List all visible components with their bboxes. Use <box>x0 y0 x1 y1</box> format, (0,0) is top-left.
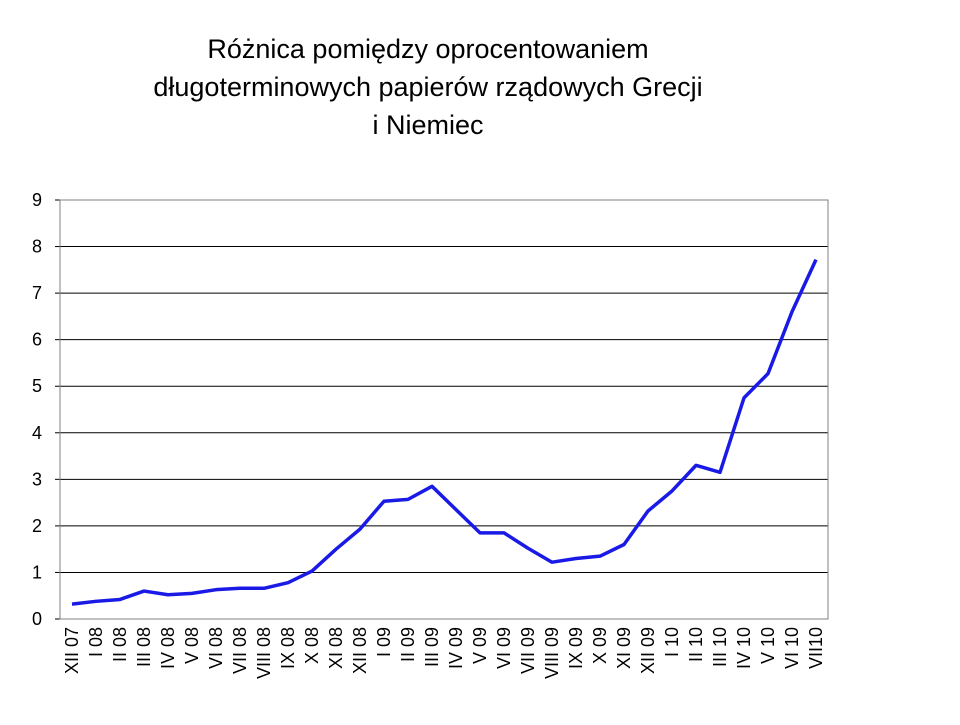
y-tick-label: 6 <box>32 330 42 350</box>
x-tick-label: X 08 <box>302 627 322 664</box>
x-tick-label: II 08 <box>110 627 130 662</box>
chart-title: Różnica pomiędzy oprocentowaniem <box>207 34 648 64</box>
y-tick-label: 3 <box>32 469 42 489</box>
plot-area <box>59 199 829 620</box>
x-tick-label: XII 09 <box>638 627 658 674</box>
x-tick-label: XI 09 <box>614 627 634 669</box>
x-tick-label: XII 08 <box>350 627 370 674</box>
x-tick-label: IX 09 <box>566 627 586 669</box>
x-tick-label: XI 08 <box>326 627 346 669</box>
x-tick-label: VII 09 <box>518 627 538 674</box>
y-tick-label: 1 <box>32 562 42 582</box>
y-tick-label: 5 <box>32 376 42 396</box>
line <box>71 258 818 606</box>
x-tick-label: XII 07 <box>62 627 82 674</box>
x-tick-label: IV 10 <box>734 627 754 669</box>
x-tick-label: X 09 <box>590 627 610 664</box>
x-tick-label: VI 09 <box>494 627 514 669</box>
x-tick-label: VI 10 <box>782 627 802 669</box>
x-tick-label: VIII 09 <box>542 627 562 679</box>
x-tick-label: VII10 <box>806 627 826 669</box>
x-tick-label: I 09 <box>374 627 394 657</box>
x-tick-label: VII 08 <box>230 627 250 674</box>
chart-title: i Niemiec <box>372 110 483 140</box>
y-tick-label: 2 <box>32 516 42 536</box>
y-tick-label: 0 <box>32 609 42 629</box>
y-tick-label: 4 <box>32 423 42 443</box>
x-tick-label: V 08 <box>182 627 202 664</box>
x-tick-label: V 09 <box>470 627 490 664</box>
x-tick-label: IV 09 <box>446 627 466 669</box>
x-tick-label: III 08 <box>134 627 154 667</box>
x-tick-label: II 10 <box>686 627 706 662</box>
x-tick-label: V 10 <box>758 627 778 664</box>
x-tick-label: VIII 08 <box>254 627 274 679</box>
x-tick-label: I 08 <box>86 627 106 657</box>
x-tick-label: IX 08 <box>278 627 298 669</box>
y-tick-label: 7 <box>32 283 42 303</box>
x-tick-label: III 10 <box>710 627 730 667</box>
x-tick-label: III 09 <box>422 627 442 667</box>
x-tick-label: VI 08 <box>206 627 226 669</box>
x-tick-label: II 09 <box>398 627 418 662</box>
y-tick-label: 8 <box>32 237 42 257</box>
chart-title: długoterminowych papierów rządowych Grec… <box>153 72 702 102</box>
x-tick-label: I 10 <box>662 627 682 657</box>
x-tick-label: IV 08 <box>158 627 178 669</box>
y-tick-label: 9 <box>32 190 42 210</box>
